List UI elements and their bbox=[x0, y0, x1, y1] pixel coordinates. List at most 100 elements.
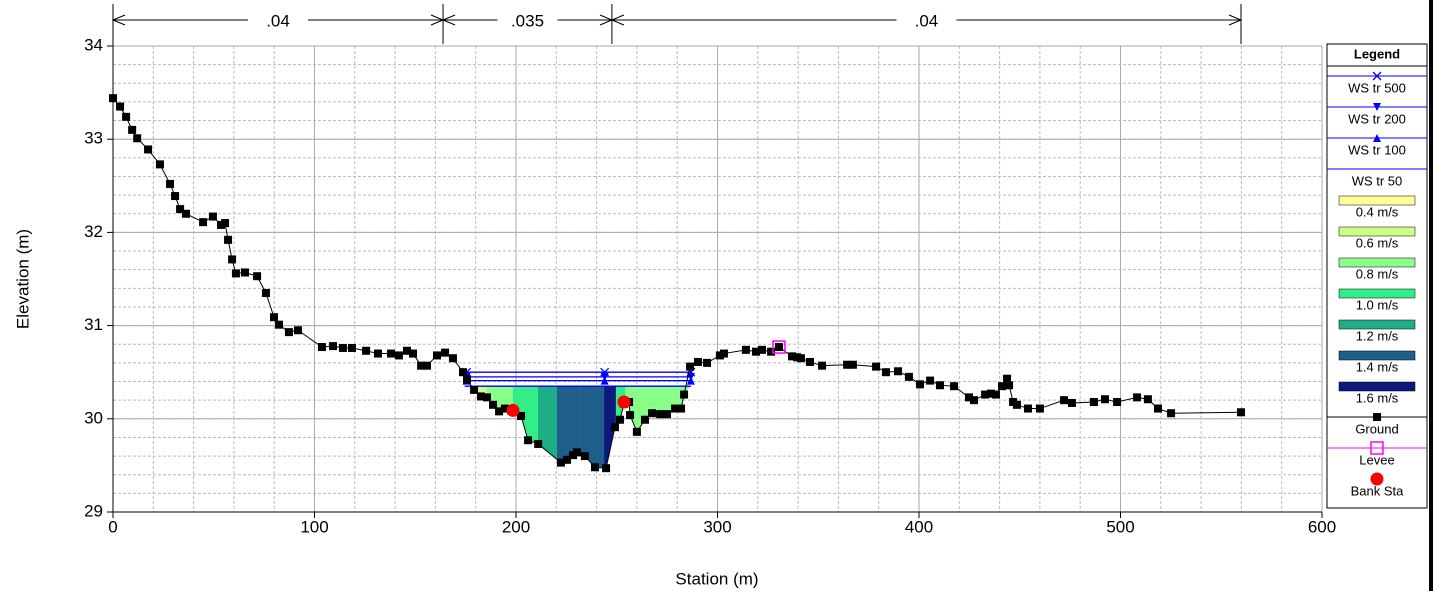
ground-point bbox=[981, 390, 990, 399]
ground-point bbox=[166, 179, 175, 188]
velocity-slice bbox=[556, 386, 581, 463]
y-tick-label: 29 bbox=[84, 501, 103, 520]
legend-title: Legend bbox=[1354, 46, 1400, 61]
ground-point bbox=[935, 381, 944, 390]
ground-point bbox=[387, 349, 396, 358]
legend-swatch bbox=[1338, 350, 1416, 361]
y-axis-label: Elevation (m) bbox=[13, 229, 32, 329]
ground-point bbox=[441, 348, 450, 357]
ground-point bbox=[670, 404, 679, 413]
ground-point bbox=[926, 376, 935, 385]
ground-point bbox=[240, 268, 249, 277]
water-surface-marker bbox=[600, 376, 609, 385]
velocity-slice bbox=[512, 386, 538, 444]
legend-swatch bbox=[1338, 288, 1416, 299]
ground-point bbox=[463, 375, 472, 384]
y-tick-label: 31 bbox=[84, 315, 103, 334]
water-surface-marker bbox=[686, 376, 695, 385]
legend-swatch bbox=[1338, 257, 1416, 268]
ground-point bbox=[1153, 404, 1162, 413]
ground-point bbox=[338, 343, 347, 352]
ground-point bbox=[482, 393, 491, 402]
ground-point bbox=[524, 436, 533, 445]
ground-point bbox=[500, 404, 509, 413]
arrowhead bbox=[111, 14, 126, 26]
ground-point bbox=[448, 354, 457, 363]
velocity-slice bbox=[580, 386, 605, 469]
x-tick-label: 0 bbox=[108, 517, 117, 536]
ground-point bbox=[122, 112, 131, 121]
ground-point bbox=[562, 455, 571, 464]
y-tick-label: 30 bbox=[84, 408, 103, 427]
legend-label: Levee bbox=[1359, 452, 1394, 467]
ground-point bbox=[964, 393, 973, 402]
arrowhead bbox=[1228, 14, 1243, 26]
velocity-slice bbox=[604, 386, 616, 469]
ground-point bbox=[116, 102, 125, 111]
ground-point bbox=[894, 367, 903, 376]
legend-box bbox=[1326, 43, 1428, 509]
ground-point bbox=[626, 411, 635, 420]
ground-point bbox=[495, 407, 504, 416]
legend-swatch bbox=[1338, 226, 1416, 237]
ground-point bbox=[269, 313, 278, 322]
ground-point bbox=[1167, 409, 1176, 418]
ground-point bbox=[767, 347, 776, 356]
ground-point bbox=[843, 360, 852, 369]
ground-point bbox=[231, 269, 240, 278]
ground-point bbox=[433, 351, 442, 360]
legend-marker bbox=[1372, 71, 1382, 81]
ground-point bbox=[284, 328, 293, 337]
ground-point bbox=[489, 400, 498, 409]
legend-label: WS tr 500 bbox=[1348, 80, 1406, 95]
bank-station bbox=[506, 403, 520, 417]
legend-marker bbox=[1370, 441, 1384, 455]
legend-label: WS tr 50 bbox=[1352, 173, 1403, 188]
legend-swatch bbox=[1338, 319, 1416, 330]
ground-point bbox=[470, 385, 479, 394]
x-tick-label: 200 bbox=[502, 517, 530, 536]
ground-point bbox=[1113, 398, 1122, 407]
ground-point bbox=[648, 409, 657, 418]
ground-point bbox=[261, 288, 270, 297]
ground-point bbox=[715, 351, 724, 360]
legend-label: 0.4 m/s bbox=[1356, 204, 1399, 219]
ground-point bbox=[632, 427, 641, 436]
levee-marker bbox=[772, 340, 786, 354]
ground-point bbox=[199, 218, 208, 227]
mannings-label: .04 bbox=[915, 11, 939, 30]
ground-point bbox=[818, 361, 827, 370]
x-tick-label: 300 bbox=[703, 517, 731, 536]
ground-point bbox=[602, 464, 611, 473]
y-tick-label: 32 bbox=[84, 222, 103, 241]
legend-marker bbox=[1373, 134, 1381, 142]
mannings-label: .035 bbox=[511, 11, 544, 30]
ground-point bbox=[848, 360, 857, 369]
ground-point bbox=[1024, 404, 1033, 413]
x-tick-label: 100 bbox=[300, 517, 328, 536]
ground-point bbox=[1005, 381, 1014, 390]
ground-point bbox=[253, 272, 262, 281]
legend-label: 1.4 m/s bbox=[1356, 359, 1399, 374]
ground-point bbox=[181, 209, 190, 218]
legend-marker bbox=[1370, 472, 1384, 486]
legend-label: Bank Sta bbox=[1351, 483, 1405, 498]
x-axis-label: Station (m) bbox=[675, 569, 758, 588]
ground-point bbox=[394, 351, 403, 360]
ground-point bbox=[293, 326, 302, 335]
ground-point bbox=[1133, 393, 1142, 402]
ground-point bbox=[417, 361, 426, 370]
ground-point bbox=[703, 358, 712, 367]
ground-point bbox=[796, 354, 805, 363]
legend-swatch bbox=[1338, 195, 1416, 206]
ground-point bbox=[680, 390, 689, 399]
legend-label: 1.6 m/s bbox=[1356, 390, 1399, 405]
ground-point bbox=[1035, 404, 1044, 413]
ground-point bbox=[208, 212, 217, 221]
ground-point bbox=[1060, 396, 1069, 405]
ground-point bbox=[751, 347, 760, 356]
ground-point bbox=[590, 463, 599, 472]
ground-point bbox=[677, 404, 686, 413]
ground-point bbox=[176, 205, 185, 214]
